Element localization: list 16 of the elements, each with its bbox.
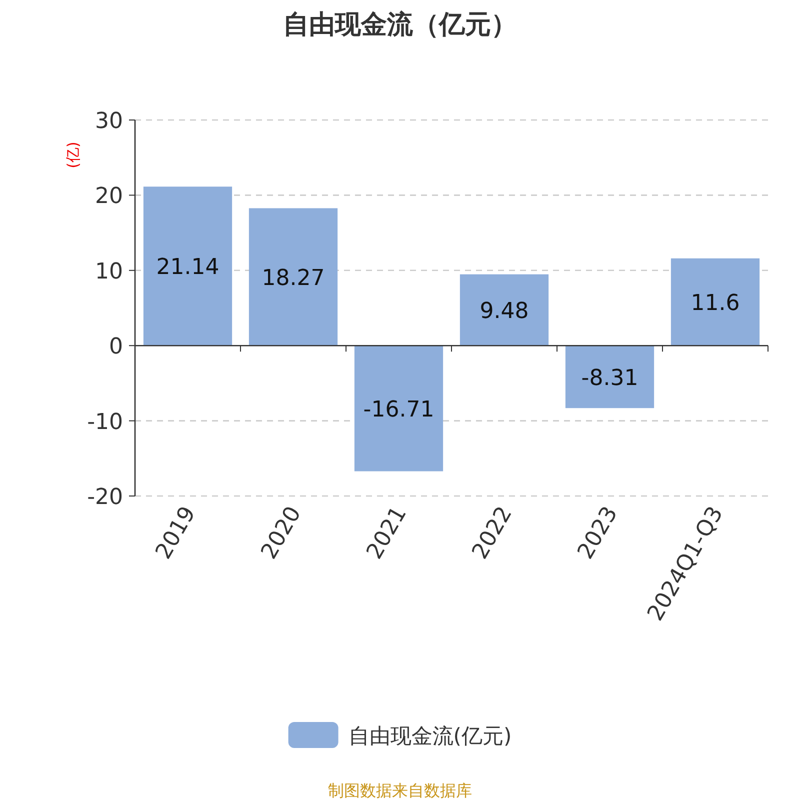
text: 制图数据来自数据库 [328,781,472,800]
data-label: -8.31 [581,366,638,391]
y-tick-label: 30 [95,109,123,134]
y-axis-title: (亿) [64,142,82,168]
data-label: -16.71 [363,397,434,422]
y-tick-label: 0 [109,334,123,360]
data-label: 21.14 [156,255,220,280]
chart-title: 自由现金流（亿元） [283,10,517,40]
data-label: 18.27 [262,266,325,291]
data-label: 11.6 [690,290,740,316]
y-tick-label: 20 [95,184,123,210]
data-label: 9.48 [480,298,529,324]
legend-label: 自由现金流(亿元) [348,724,512,748]
y-tick-label: -10 [87,410,123,435]
y-tick-label: -20 [87,485,123,510]
y-tick-label: 10 [95,259,123,284]
